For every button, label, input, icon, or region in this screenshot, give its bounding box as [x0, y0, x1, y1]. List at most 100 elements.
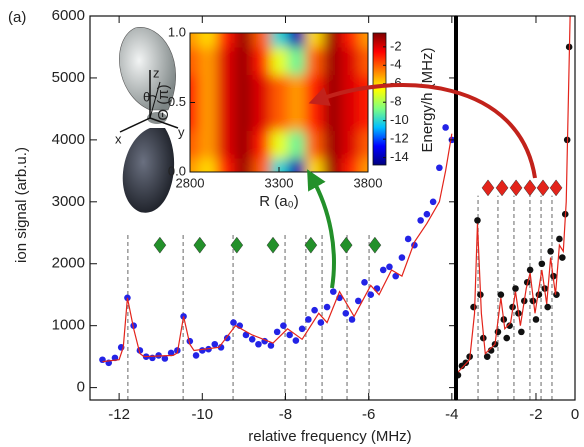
heatmap-cell: [252, 102, 271, 131]
heatmap-cell: [198, 74, 218, 103]
y-tick-label: 2000: [52, 255, 85, 272]
fit-line: [457, 15, 571, 373]
data-point: [167, 349, 175, 357]
diamond-marker: [368, 236, 382, 254]
data-point: [462, 359, 470, 367]
data-point: [398, 254, 406, 261]
heatmap-cell: [341, 33, 360, 48]
data-point: [211, 340, 219, 348]
data-point: [423, 210, 431, 218]
heatmap-cell: [252, 130, 271, 159]
heatmap-cell: [198, 46, 218, 76]
data-point: [230, 319, 237, 326]
data-point: [556, 235, 563, 243]
heatmap-cell: [359, 33, 368, 48]
heatmap-cell: [190, 33, 200, 48]
data-point: [292, 337, 300, 344]
heatmap-cell: [234, 46, 253, 76]
data-point: [535, 291, 543, 299]
diamond-marker: [495, 179, 509, 197]
colorbar-tick-label: -4: [390, 57, 402, 72]
x-tick-label: -6: [362, 406, 375, 423]
data-point: [512, 285, 519, 292]
colorbar-tick-label: -10: [390, 112, 409, 127]
x-axis-label: relative frequency (MHz): [248, 428, 411, 445]
data-point: [317, 319, 325, 326]
data-point: [442, 124, 449, 131]
data-point: [255, 340, 262, 348]
heatmap-cell: [234, 74, 253, 103]
heatmap-cell: [305, 130, 324, 159]
data-point: [538, 260, 546, 268]
heatmap-cell: [234, 33, 253, 48]
x-tick-label: -4: [445, 406, 458, 423]
x-tick-label: -8: [279, 406, 292, 423]
data-point: [330, 288, 337, 295]
scatter-panel: -2 0: [454, 15, 579, 423]
y-tick-label: 5000: [52, 69, 85, 86]
heatmap-inset: 2800 3300 3800 0.0 0.5 1.0 R (a₀) Θ (π) -2 -4 -6 -8…: [155, 24, 436, 210]
data-point: [392, 272, 399, 280]
heatmap-cell: [252, 33, 271, 48]
heatmap-cell: [287, 74, 307, 103]
axis-y-label: y: [178, 124, 185, 139]
y-tick-label: 3000: [52, 193, 85, 210]
data-point: [217, 344, 225, 351]
data-point: [342, 309, 350, 317]
x-tick-label: 3300: [265, 175, 294, 190]
data-point: [474, 217, 481, 224]
y-tick-label: 1.0: [168, 24, 186, 39]
heatmap-cell: [270, 33, 289, 48]
data-point: [544, 303, 551, 311]
heatmap-cell: [216, 74, 235, 103]
colorbar-tick-label: -12: [390, 131, 409, 146]
x-tick-label: 3800: [354, 175, 383, 190]
heatmap-cell: [252, 74, 271, 103]
colorbar-label: Energy/h (MHz): [419, 47, 436, 152]
heatmap-cell: [190, 158, 200, 172]
x-tick-label: 2800: [176, 175, 205, 190]
data-point: [305, 316, 312, 323]
data-point: [497, 291, 505, 299]
data-point: [506, 322, 513, 329]
heatmap-cell: [198, 130, 218, 159]
fit-line: [102, 133, 453, 363]
colorbar-tick-label: -6: [390, 75, 402, 90]
heatmap-cell: [198, 102, 218, 131]
heatmap-cell: [234, 102, 253, 131]
data-point: [242, 331, 250, 339]
data-point: [298, 325, 306, 333]
data-point: [286, 331, 293, 339]
heatmap-cell: [270, 158, 289, 172]
data-point: [192, 352, 200, 359]
data-point: [99, 356, 106, 364]
heatmap-cell: [216, 102, 235, 131]
data-point: [161, 355, 169, 362]
panel-label: (a): [8, 9, 26, 26]
heatmap-cell: [198, 158, 218, 172]
scatter-panel: -12 -10 -8 -6 -4 0 1000 2000 3000 4000 5000 6000 rel…: [13, 7, 459, 445]
heatmap-area: [190, 33, 368, 172]
heatmap-cell: [216, 33, 235, 48]
y-tick-label: 0.5: [168, 94, 186, 109]
data-point: [518, 328, 525, 336]
y-tick-label: 0.0: [168, 163, 186, 178]
heatmap-cell: [216, 130, 235, 159]
data-point: [553, 291, 560, 299]
heatmap-cell: [270, 46, 289, 76]
data-point: [526, 266, 534, 274]
heatmap-cell: [305, 46, 324, 76]
data-point: [483, 353, 491, 360]
diamond-marker: [304, 236, 318, 254]
data-point: [559, 254, 566, 261]
heatmap-cell: [341, 158, 360, 172]
data-point: [323, 303, 331, 311]
heatmap-cell: [305, 102, 324, 131]
heatmap-cell: [341, 46, 360, 76]
colorbar-tick-label: -2: [390, 38, 402, 53]
heatmap-cell: [323, 102, 342, 131]
heatmap-cell: [190, 130, 200, 159]
data-point: [248, 336, 256, 343]
theta-label: θ: [143, 89, 150, 104]
